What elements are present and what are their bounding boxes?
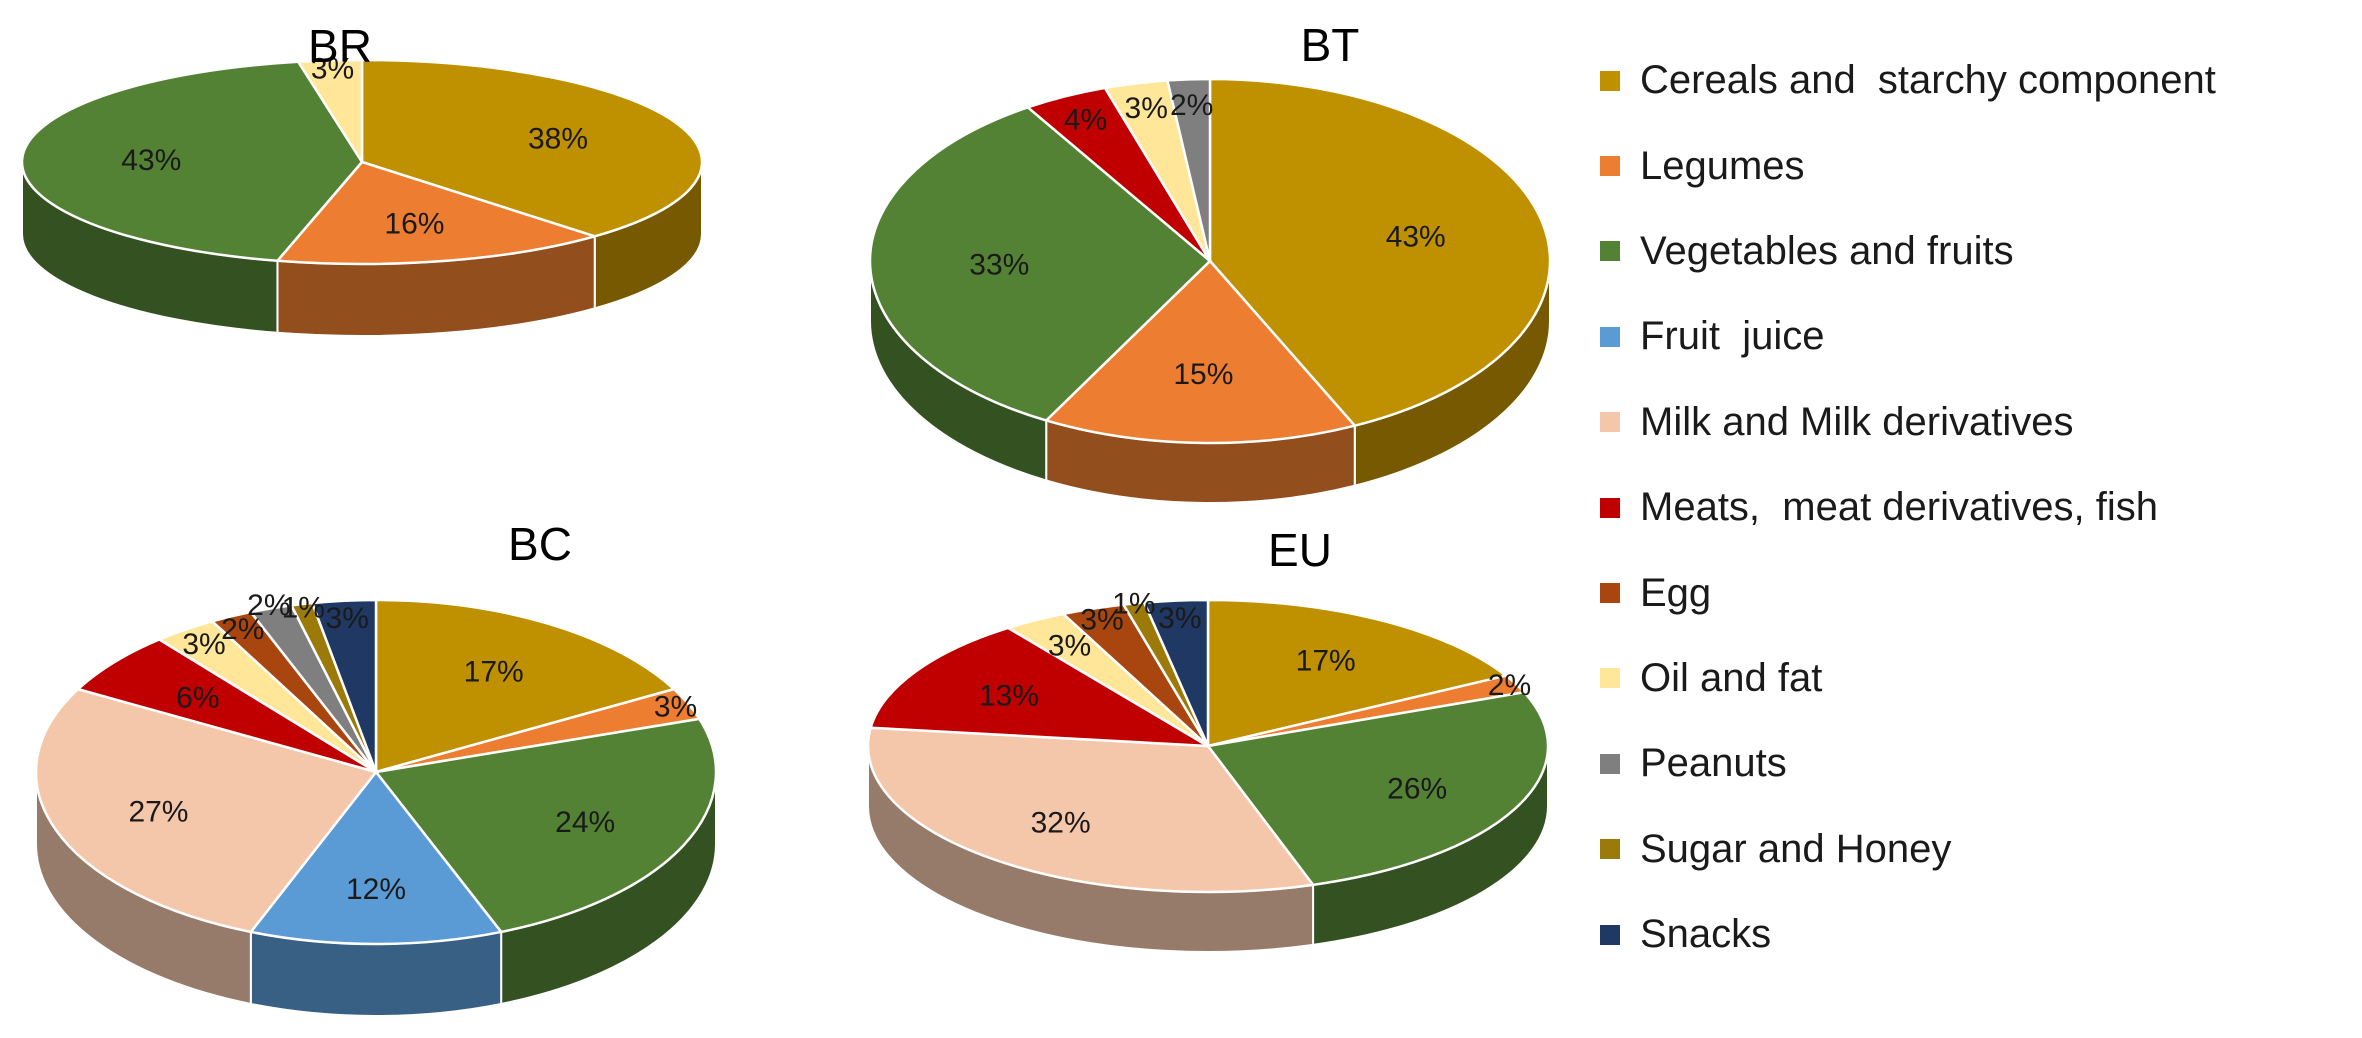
slice-label-eu-8: 3% bbox=[1158, 602, 1201, 635]
slice-label-bc-0: 17% bbox=[464, 655, 524, 688]
slice-label-eu-4: 13% bbox=[979, 679, 1039, 712]
slice-bc-10 bbox=[311, 598, 378, 774]
legend-label-milk: Milk and Milk derivatives bbox=[1640, 399, 2074, 444]
legend-label-fruit-juice: Fruit juice bbox=[1640, 314, 1825, 359]
legend-swatch-fruit-juice bbox=[1600, 326, 1620, 347]
pie-title-br: BR bbox=[308, 20, 372, 72]
slice-label-br-1: 16% bbox=[384, 207, 444, 240]
slice-label-bc-6: 3% bbox=[182, 628, 225, 661]
slice-label-bc-7: 2% bbox=[221, 613, 264, 646]
pie-title-bt: BT bbox=[1301, 19, 1360, 71]
pie-br: 38% 16% 43% 3%BR bbox=[20, 20, 704, 337]
slice-bc-4 bbox=[34, 687, 378, 934]
legend-swatch-milk bbox=[1600, 412, 1620, 433]
legend-swatch-legumes bbox=[1600, 156, 1620, 177]
slice-bc-0 bbox=[374, 598, 676, 774]
slice-br-0 bbox=[360, 58, 704, 238]
legend: Cereals and starchy component Legumes Ve… bbox=[1600, 38, 2340, 977]
slice-label-br-3: 3% bbox=[311, 53, 354, 86]
pie-title-eu: EU bbox=[1268, 524, 1332, 576]
legend-label-vegetables: Vegetables and fruits bbox=[1640, 228, 2014, 273]
slice-label-bc-10: 3% bbox=[326, 602, 369, 635]
legend-label-peanuts: Peanuts bbox=[1640, 741, 1787, 786]
slice-label-bc-1: 3% bbox=[654, 690, 697, 723]
slice-label-bt-1: 15% bbox=[1173, 358, 1233, 391]
legend-item-fruit-juice: Fruit juice bbox=[1600, 294, 2340, 379]
slice-label-bc-5: 6% bbox=[176, 681, 219, 714]
slice-br-3 bbox=[297, 58, 364, 164]
legend-label-snacks: Snacks bbox=[1640, 912, 1772, 957]
pie-br-sides bbox=[21, 161, 703, 337]
slice-label-eu-3: 32% bbox=[1031, 806, 1091, 839]
slice-eu-2 bbox=[1206, 691, 1550, 887]
slice-label-eu-0: 17% bbox=[1296, 645, 1356, 678]
slice-bt-2 bbox=[868, 106, 1212, 422]
legend-swatch-cereals bbox=[1600, 70, 1620, 91]
slice-label-bc-4: 27% bbox=[128, 796, 188, 829]
slice-label-bc-9: 1% bbox=[282, 591, 325, 624]
legend-item-vegetables: Vegetables and fruits bbox=[1600, 209, 2340, 294]
legend-swatch-egg bbox=[1600, 583, 1620, 604]
slice-label-bc-2: 24% bbox=[555, 806, 615, 839]
legend-item-snacks: Snacks bbox=[1600, 892, 2340, 977]
legend-swatch-vegetables bbox=[1600, 241, 1620, 262]
slice-eu-4 bbox=[869, 626, 1210, 748]
slice-br-2 bbox=[20, 60, 364, 263]
legend-item-milk: Milk and Milk derivatives bbox=[1600, 380, 2340, 465]
slice-bt-0 bbox=[1208, 77, 1552, 427]
slice-label-eu-2: 26% bbox=[1387, 772, 1447, 805]
legend-label-cereals: Cereals and starchy component bbox=[1640, 58, 2216, 103]
slice-br-1 bbox=[276, 160, 596, 266]
slice-eu-3 bbox=[866, 726, 1315, 894]
legend-item-egg: Egg bbox=[1600, 550, 2340, 635]
slice-bc-3 bbox=[249, 770, 503, 946]
slice-label-bt-2: 33% bbox=[969, 249, 1029, 282]
legend-label-oil: Oil and fat bbox=[1640, 655, 1823, 700]
slice-label-bc-3: 12% bbox=[346, 873, 406, 906]
legend-item-cereals: Cereals and starchy component bbox=[1600, 38, 2340, 123]
slice-label-bt-0: 43% bbox=[1386, 220, 1446, 253]
slice-bt-1 bbox=[1044, 259, 1357, 445]
pie-bt: 43% 15% 33% 4% 3% 2% BT bbox=[868, 19, 1552, 504]
legend-swatch-peanuts bbox=[1600, 753, 1620, 774]
legend-label-egg: Egg bbox=[1640, 570, 1712, 615]
slice-label-eu-6: 3% bbox=[1080, 604, 1123, 637]
slice-label-bt-4: 3% bbox=[1125, 92, 1168, 125]
slice-label-br-2: 43% bbox=[121, 144, 181, 177]
slice-label-br-0: 38% bbox=[528, 123, 588, 156]
legend-swatch-snacks bbox=[1600, 924, 1620, 945]
slice-eu-0 bbox=[1206, 598, 1508, 748]
legend-swatch-sugar bbox=[1600, 839, 1620, 860]
legend-label-sugar: Sugar and Honey bbox=[1640, 826, 1952, 871]
slice-bt-5 bbox=[1166, 77, 1212, 263]
legend-item-peanuts: Peanuts bbox=[1600, 721, 2340, 806]
legend-label-meats: Meats, meat derivatives, fish bbox=[1640, 485, 2158, 530]
legend-item-sugar: Sugar and Honey bbox=[1600, 807, 2340, 892]
slice-label-bt-5: 2% bbox=[1170, 89, 1213, 122]
slice-label-eu-1: 2% bbox=[1488, 669, 1531, 702]
slice-eu-8 bbox=[1143, 598, 1210, 748]
slice-bc-5 bbox=[76, 638, 378, 774]
slice-label-eu-5: 3% bbox=[1048, 629, 1091, 662]
legend-item-meats: Meats, meat derivatives, fish bbox=[1600, 465, 2340, 550]
legend-swatch-meats bbox=[1600, 497, 1620, 518]
legend-item-legumes: Legumes bbox=[1600, 123, 2340, 208]
legend-swatch-oil bbox=[1600, 668, 1620, 689]
slice-label-bt-3: 4% bbox=[1064, 103, 1107, 136]
pie-bc: 17%3%24%12%27%6%3%2%2%1% 3%BC bbox=[34, 518, 718, 1017]
pie-eu: 17%2%26%32%13%3%3%1% 3%EU bbox=[866, 524, 1550, 954]
pie-title-bc: BC bbox=[508, 518, 572, 570]
slice-label-bc-8: 2% bbox=[247, 589, 290, 622]
legend-item-oil: Oil and fat bbox=[1600, 636, 2340, 721]
slice-label-eu-7: 1% bbox=[1112, 588, 1155, 621]
legend-label-legumes: Legumes bbox=[1640, 143, 1805, 188]
pie-bt-sides bbox=[869, 260, 1551, 504]
